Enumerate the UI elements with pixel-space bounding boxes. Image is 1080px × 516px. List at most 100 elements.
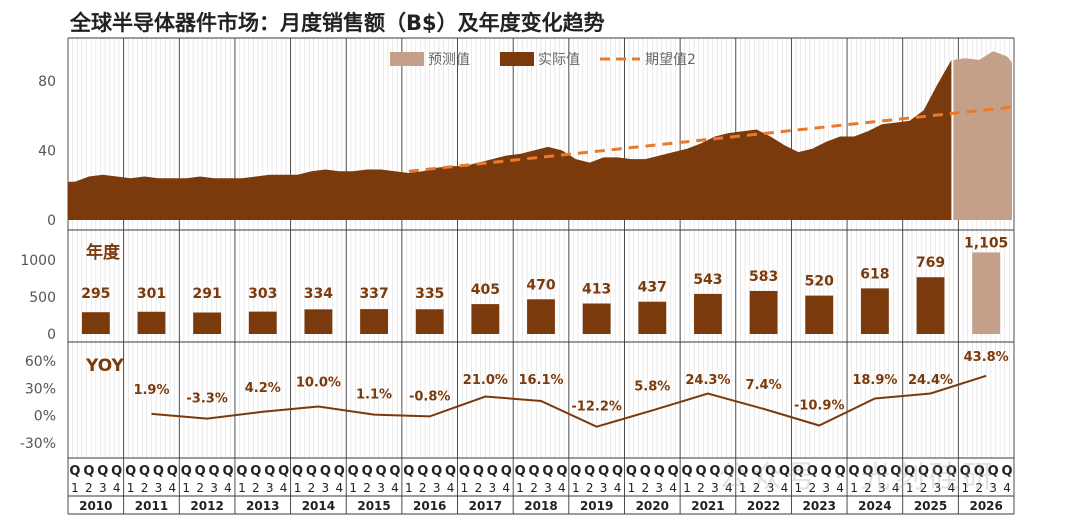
annual-bar-label: 335: [415, 286, 444, 302]
quarter-letter: Q: [389, 464, 400, 479]
quarter-number: 2: [196, 481, 204, 495]
quarter-number: 2: [864, 481, 872, 495]
year-label: 2017: [469, 499, 502, 513]
quarter-number: 3: [878, 481, 886, 495]
watermark-text: 公众号 · 光刻硅研: [718, 460, 997, 495]
yoy-label: -10.9%: [794, 399, 845, 414]
quarter-number: 1: [628, 481, 636, 495]
annual-chart: 0 500 1000 年度 295 301 291 303 334 337 335 405 470 413…: [20, 235, 1008, 343]
quarter-letter: Q: [793, 464, 804, 479]
quarter-letter: Q: [570, 464, 581, 479]
quarter-number: 2: [920, 481, 928, 495]
quarter-number: 2: [697, 481, 705, 495]
quarter-letter: Q: [292, 464, 303, 479]
legend-expected-label: 期望值2: [645, 52, 696, 68]
yoy-line: [151, 374, 987, 428]
quarter-number: 3: [322, 481, 330, 495]
annual-bar-label: 334: [304, 286, 333, 302]
quarter-number: 3: [934, 481, 942, 495]
annual-bar-label: 543: [693, 272, 722, 288]
quarter-number: 3: [822, 481, 830, 495]
yoy-label: 24.3%: [685, 373, 730, 388]
quarter-number: 4: [1003, 481, 1011, 495]
quarter-letter: Q: [250, 464, 261, 479]
quarter-number: 3: [210, 481, 218, 495]
yoy-chart: 60% 30% 0% -30% YOY 1.9% -3.3% 4.2% 10.0% 1.1% -0.…: [20, 350, 1009, 452]
yoy-label: 10.0%: [296, 376, 341, 391]
year-label: 2026: [969, 499, 1002, 513]
annual-bar: [916, 277, 945, 334]
quarter-number: 4: [280, 481, 288, 495]
annual-bar-label: 337: [359, 286, 388, 302]
quarter-number: 3: [600, 481, 608, 495]
quarter-letter: Q: [821, 464, 832, 479]
chart-title: 全球半导体器件市场：月度销售额（B$）及年度变化趋势: [69, 11, 605, 35]
quarter-number: 1: [294, 481, 302, 495]
monthly-chart: 0 40 80: [38, 51, 1015, 229]
quarter-number: 3: [655, 481, 663, 495]
annual-bar: [694, 293, 722, 334]
quarter-letter: Q: [236, 464, 247, 479]
quarter-letter: Q: [890, 464, 901, 479]
quarter-letter: Q: [83, 464, 94, 479]
quarter-number: 3: [99, 481, 107, 495]
yoy-label: -12.2%: [571, 400, 622, 415]
quarter-number: 3: [544, 481, 552, 495]
quarter-number: 2: [808, 481, 816, 495]
quarter-letter: Q: [334, 464, 345, 479]
quarter-letter: Q: [278, 464, 289, 479]
legend: 预测值 实际值 期望值2: [390, 52, 696, 68]
year-label: 2012: [190, 499, 223, 513]
quarter-letter: Q: [765, 464, 776, 479]
quarter-number: 1: [683, 481, 691, 495]
year-label: 2016: [413, 499, 446, 513]
actual-area: [68, 59, 952, 221]
year-label: 2022: [747, 499, 780, 513]
quarter-letter: Q: [626, 464, 637, 479]
quarter-letter: Q: [974, 464, 985, 479]
quarter-number: 1: [739, 481, 747, 495]
quarter-number: 4: [391, 481, 399, 495]
annual-bar-label: 437: [638, 280, 667, 296]
quarter-letter: Q: [306, 464, 317, 479]
quarter-letter: Q: [264, 464, 275, 479]
legend-forecast-swatch: [390, 52, 424, 66]
quarter-number: 4: [725, 481, 733, 495]
yoy-y-tick: 0%: [34, 409, 56, 425]
quarter-letter: Q: [209, 464, 220, 479]
quarter-letter: Q: [362, 464, 373, 479]
monthly-y-tick: 80: [38, 74, 56, 90]
year-label: 2023: [803, 499, 836, 513]
quarter-number: 1: [961, 481, 969, 495]
yoy-label: 4.2%: [245, 381, 281, 396]
quarter-letter: Q: [403, 464, 414, 479]
quarter-number: 1: [795, 481, 803, 495]
annual-bar-label: 303: [248, 286, 277, 302]
quarter-number: 2: [475, 481, 483, 495]
annual-bar: [805, 295, 834, 334]
quarter-number: 2: [363, 481, 371, 495]
quarter-number: 3: [989, 481, 997, 495]
annual-bar: [860, 288, 889, 334]
quarter-letter: Q: [320, 464, 331, 479]
quarter-number: 3: [377, 481, 385, 495]
quarter-letter: Q: [598, 464, 609, 479]
quarter-number: 2: [419, 481, 427, 495]
year-label: 2010: [79, 499, 112, 513]
quarter-number: 4: [169, 481, 177, 495]
quarter-letter: Q: [487, 464, 498, 479]
legend-actual-label: 实际值: [538, 52, 580, 68]
monthly-y-tick: 40: [38, 143, 56, 159]
quarter-letter: Q: [807, 464, 818, 479]
year-label: 2018: [524, 499, 557, 513]
annual-bar: [304, 309, 333, 334]
quarter-letter: Q: [682, 464, 693, 479]
annual-bar: [749, 290, 778, 334]
year-label: 2011: [135, 499, 168, 513]
quarter-number: 2: [642, 481, 650, 495]
quarter-letter: Q: [640, 464, 651, 479]
quarter-number: 3: [488, 481, 496, 495]
year-label: 2015: [357, 499, 390, 513]
quarter-letter: Q: [960, 464, 971, 479]
annual-bar: [471, 304, 500, 334]
